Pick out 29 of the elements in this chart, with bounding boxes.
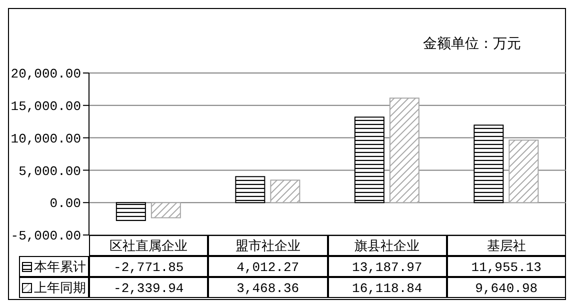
bar xyxy=(508,140,539,204)
data-label: 11,955.13 xyxy=(446,256,566,277)
bar xyxy=(270,180,300,204)
y-tick-label: 5,000.00 xyxy=(18,164,81,179)
y-tick-label: 15,000.00 xyxy=(10,99,81,114)
x-tick-label: 盟市社企业 xyxy=(208,235,328,256)
legend-label: 本年累计 xyxy=(19,256,89,277)
bar xyxy=(235,176,266,204)
bar xyxy=(389,98,420,204)
bar xyxy=(150,202,181,218)
legend-label: 上年同期 xyxy=(19,277,89,298)
data-label: 3,468.36 xyxy=(208,277,328,298)
y-tick-label: 0.00 xyxy=(50,196,81,212)
y-tick-label: 20,000.00 xyxy=(10,66,81,82)
data-label: 16,118.84 xyxy=(328,277,447,298)
bar xyxy=(354,116,384,204)
y-tick-label: 10,000.00 xyxy=(10,131,81,146)
data-label: 13,187.97 xyxy=(328,256,447,277)
data-label: 9,640.98 xyxy=(446,277,566,298)
data-label: -2,771.85 xyxy=(89,256,208,277)
x-tick-label: 基层社 xyxy=(446,235,566,256)
x-tick-label: 区社直属企业 xyxy=(89,235,208,256)
data-label: 4,012.27 xyxy=(208,256,328,277)
y-tick-label: -5,000.00 xyxy=(10,228,81,244)
data-label: -2,339.94 xyxy=(89,277,208,298)
bar xyxy=(116,202,146,222)
bar xyxy=(474,124,504,204)
text: 金额单位：万元 xyxy=(423,35,521,53)
x-tick-label: 旗县社企业 xyxy=(328,235,447,256)
